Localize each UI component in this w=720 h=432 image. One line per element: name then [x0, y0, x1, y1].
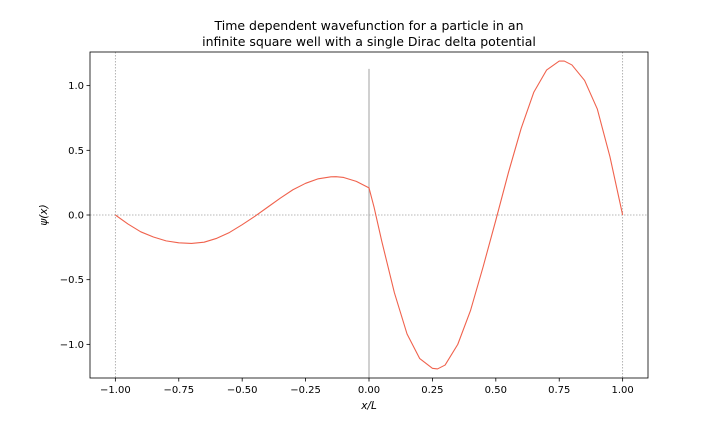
series-layer [115, 60, 624, 370]
x-tick-label: 0.75 [548, 385, 570, 396]
y-tick-label: −0.5 [60, 275, 84, 286]
y-tick-label: −1.0 [60, 340, 84, 351]
x-tick-label: 1.00 [612, 385, 634, 396]
y-axis-ticks: −1.0 −0.5 0.0 0.5 1.0 [60, 81, 90, 351]
wavefunction-line-0 [115, 60, 624, 370]
x-tick-label: 0.25 [421, 385, 443, 396]
x-axis-label: x/L [360, 400, 377, 412]
chart-title-line-2: infinite square well with a single Dirac… [202, 34, 536, 49]
y-axis-label: ψ(x) [38, 204, 50, 225]
y-tick-label: 0.0 [68, 211, 84, 222]
x-tick-label: 0.50 [485, 385, 507, 396]
chart-title-line-1: Time dependent wavefunction for a partic… [213, 18, 523, 33]
x-axis-ticks: −1.00 −0.75 −0.50 −0.25 0.00 0.25 0.50 0.75 1.00 [100, 378, 634, 396]
reference-lines [90, 52, 648, 378]
x-tick-label: −0.50 [227, 385, 258, 396]
y-tick-label: 0.5 [68, 146, 84, 157]
x-tick-label: −0.75 [163, 385, 194, 396]
y-tick-label: 1.0 [68, 81, 84, 92]
x-tick-label: 0.00 [358, 385, 380, 396]
x-tick-label: −1.00 [100, 385, 131, 396]
x-tick-label: −0.25 [290, 385, 321, 396]
